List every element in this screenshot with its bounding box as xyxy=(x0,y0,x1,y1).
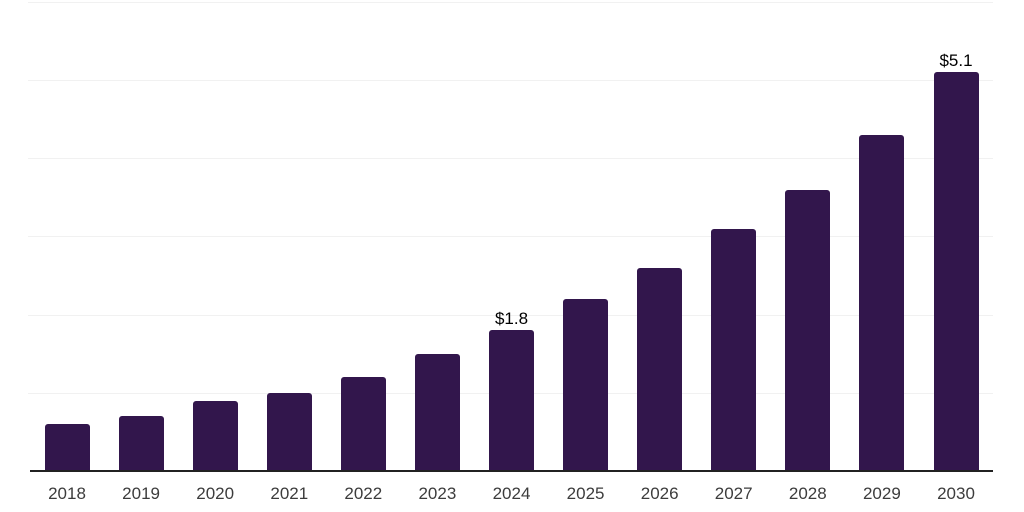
bar-2029 xyxy=(859,134,905,471)
bar-2020 xyxy=(192,400,238,471)
gridline xyxy=(28,2,993,3)
gridline xyxy=(28,80,993,81)
x-tick-label-2022: 2022 xyxy=(344,484,383,503)
value-label-2024: $1.8 xyxy=(494,309,529,329)
x-tick-label-2023: 2023 xyxy=(418,484,457,503)
x-tick-label-2025: 2025 xyxy=(566,484,605,503)
x-axis-line xyxy=(30,470,993,472)
x-tick-label-2029: 2029 xyxy=(862,484,901,503)
bar-2025 xyxy=(563,299,609,471)
bar-2023 xyxy=(414,353,460,471)
bar-2027 xyxy=(711,228,757,471)
bar-2022 xyxy=(340,377,386,471)
bar-2026 xyxy=(637,267,683,471)
x-tick-label-2028: 2028 xyxy=(788,484,827,503)
x-tick-label-2018: 2018 xyxy=(48,484,86,503)
bar-2021 xyxy=(266,392,312,471)
value-label-2030: $5.1 xyxy=(939,51,973,71)
bar-2019 xyxy=(118,416,164,471)
x-tick-label-2024: 2024 xyxy=(492,484,531,503)
x-tick-label-2020: 2020 xyxy=(196,484,235,503)
bar-2030 xyxy=(933,72,979,471)
x-tick-label-2021: 2021 xyxy=(270,484,309,503)
bar-2028 xyxy=(785,189,831,471)
gridline xyxy=(28,158,993,159)
x-tick-label-2030: 2030 xyxy=(937,484,975,503)
x-tick-label-2027: 2027 xyxy=(714,484,753,503)
x-tick-label-2019: 2019 xyxy=(122,484,160,503)
bar-2024 xyxy=(489,330,534,471)
x-tick-label-2026: 2026 xyxy=(640,484,679,503)
gridline xyxy=(28,236,993,237)
gridline xyxy=(28,315,993,316)
bar-2018 xyxy=(44,424,90,471)
